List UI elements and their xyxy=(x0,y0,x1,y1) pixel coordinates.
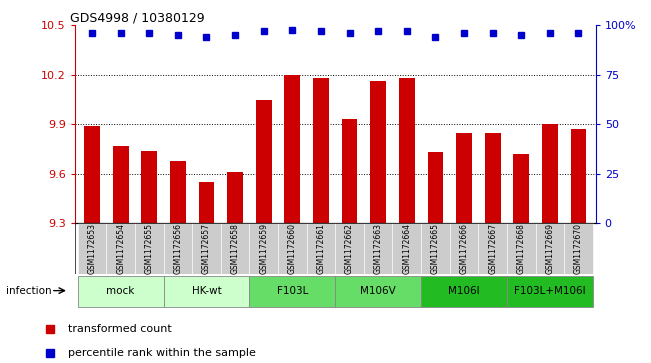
Bar xyxy=(421,223,450,274)
Bar xyxy=(256,99,271,223)
Text: M106I: M106I xyxy=(449,286,480,295)
Bar xyxy=(141,151,157,223)
Bar xyxy=(478,223,507,274)
Text: infection: infection xyxy=(6,286,51,295)
Bar xyxy=(135,223,163,274)
Text: F103L: F103L xyxy=(277,286,308,295)
Bar xyxy=(485,132,501,223)
Text: GDS4998 / 10380129: GDS4998 / 10380129 xyxy=(70,11,204,24)
Bar xyxy=(249,276,335,307)
Text: M106V: M106V xyxy=(360,286,396,295)
Text: GSM1172656: GSM1172656 xyxy=(173,223,182,274)
Text: GSM1172662: GSM1172662 xyxy=(345,223,354,274)
Bar xyxy=(84,126,100,223)
Text: GSM1172664: GSM1172664 xyxy=(402,223,411,274)
Bar xyxy=(536,223,564,274)
Text: GSM1172661: GSM1172661 xyxy=(316,223,326,274)
Text: percentile rank within the sample: percentile rank within the sample xyxy=(68,348,256,358)
Bar xyxy=(170,160,186,223)
Bar xyxy=(307,223,335,274)
Bar xyxy=(77,276,163,307)
Bar xyxy=(192,223,221,274)
Bar xyxy=(571,129,587,223)
Bar xyxy=(507,223,536,274)
Bar xyxy=(284,75,300,223)
Bar xyxy=(335,276,421,307)
Bar xyxy=(393,223,421,274)
Text: GSM1172654: GSM1172654 xyxy=(116,223,125,274)
Text: mock: mock xyxy=(107,286,135,295)
Bar xyxy=(77,223,106,274)
Text: GSM1172665: GSM1172665 xyxy=(431,223,440,274)
Text: GSM1172666: GSM1172666 xyxy=(460,223,469,274)
Text: GSM1172668: GSM1172668 xyxy=(517,223,526,274)
Bar xyxy=(106,223,135,274)
Text: GSM1172659: GSM1172659 xyxy=(259,223,268,274)
Bar xyxy=(227,172,243,223)
Bar xyxy=(199,182,214,223)
Bar xyxy=(364,223,393,274)
Bar xyxy=(542,125,558,223)
Bar xyxy=(421,276,507,307)
Bar xyxy=(370,81,386,223)
Bar xyxy=(335,223,364,274)
Bar xyxy=(221,223,249,274)
Bar xyxy=(163,276,249,307)
Bar xyxy=(342,119,357,223)
Text: GSM1172660: GSM1172660 xyxy=(288,223,297,274)
Text: GSM1172653: GSM1172653 xyxy=(87,223,96,274)
Text: transformed count: transformed count xyxy=(68,324,171,334)
Text: GSM1172670: GSM1172670 xyxy=(574,223,583,274)
Bar xyxy=(249,223,278,274)
Text: F103L+M106I: F103L+M106I xyxy=(514,286,586,295)
Bar xyxy=(507,276,593,307)
Bar xyxy=(450,223,478,274)
Text: GSM1172658: GSM1172658 xyxy=(230,223,240,274)
Text: GSM1172655: GSM1172655 xyxy=(145,223,154,274)
Bar xyxy=(313,78,329,223)
Bar xyxy=(278,223,307,274)
Bar xyxy=(163,223,192,274)
Bar xyxy=(514,154,529,223)
Text: GSM1172667: GSM1172667 xyxy=(488,223,497,274)
Text: GSM1172663: GSM1172663 xyxy=(374,223,383,274)
Bar xyxy=(113,146,128,223)
Bar xyxy=(456,132,472,223)
Bar xyxy=(564,223,593,274)
Bar xyxy=(428,152,443,223)
Text: HK-wt: HK-wt xyxy=(191,286,221,295)
Text: GSM1172657: GSM1172657 xyxy=(202,223,211,274)
Bar xyxy=(399,78,415,223)
Text: GSM1172669: GSM1172669 xyxy=(546,223,555,274)
